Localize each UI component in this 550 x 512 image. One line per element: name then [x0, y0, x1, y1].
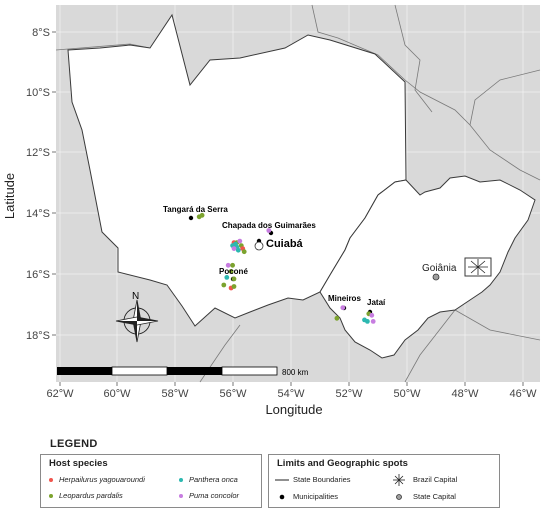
north-label: N	[132, 291, 139, 302]
state-capital-marker	[432, 273, 440, 281]
lat-tick-label: 18°S	[26, 330, 50, 342]
tick-marks	[52, 31, 524, 386]
legend-limit-label: State Capital	[413, 492, 456, 501]
occurrence-point	[235, 247, 241, 253]
lon-tick-label: 52°W	[335, 388, 363, 400]
species-label: Leopardus pardalis	[59, 491, 123, 500]
place-label-cuiaba: Cuiabá	[266, 238, 304, 250]
occurrence-point	[228, 269, 234, 274]
legend-title: LEGEND	[50, 438, 98, 450]
legend-host-species-header: Host species	[49, 458, 108, 469]
municipality-dot-icon	[279, 494, 285, 500]
brazil-capital-star-icon	[468, 259, 488, 275]
occurrence-point	[230, 262, 236, 268]
occurrence-point	[365, 319, 370, 324]
x-axis-title: Longitude	[265, 402, 322, 417]
scale-bar-label: 800 km	[282, 368, 309, 377]
lon-tick-label: 46°W	[509, 388, 537, 400]
y-axis-title: Latitude	[2, 173, 17, 219]
species-color-dot	[179, 494, 183, 499]
occurrence-point	[224, 275, 230, 280]
occurrence-point	[241, 249, 247, 255]
species-label: Panthera onca	[189, 475, 238, 484]
lat-tick-label: 16°S	[26, 269, 50, 281]
lat-tick-label: 8°S	[32, 27, 50, 39]
place-label-chapada-dos-guimaraes: Chapada dos Guimarães	[222, 221, 316, 230]
lon-tick-label: 58°W	[161, 388, 189, 400]
lon-tick-label: 48°W	[451, 388, 479, 400]
occurrence-point	[369, 312, 375, 318]
longitude-tick-labels: 62°W 60°W 58°W 56°W 54°W 52°W 50°W 48°W …	[46, 388, 537, 400]
legend-species-item: Puma concolor	[179, 491, 239, 500]
scale-bar	[57, 366, 278, 376]
legend-species-item: Herpailurus yagouaroundi	[49, 475, 145, 484]
occurrence-point	[225, 262, 231, 268]
lon-tick-label: 56°W	[219, 388, 247, 400]
legend-species-item: Leopardus pardalis	[49, 491, 123, 500]
lon-tick-label: 54°W	[277, 388, 305, 400]
legend-limit-label: State Boundaries	[293, 475, 351, 484]
species-color-dot	[179, 478, 183, 483]
place-label-tangara-da-serra: Tangará da Serra	[163, 205, 228, 214]
legend-symbols	[275, 474, 405, 500]
species-label: Herpailurus yagouaroundi	[59, 475, 145, 484]
lon-tick-label: 50°W	[393, 388, 421, 400]
occurrence-point	[340, 305, 346, 311]
place-label-mineiros: Mineiros	[328, 294, 361, 303]
state-capital-dot-icon	[396, 494, 402, 500]
species-color-dot	[49, 494, 53, 499]
legend-limits: Limits and Geographic spots State Bounda…	[268, 454, 500, 508]
lon-tick-label: 62°W	[46, 388, 74, 400]
place-label-goiania: Goiânia	[422, 263, 457, 274]
brazil-capital-star-icon	[393, 474, 405, 486]
occurrence-point	[231, 276, 237, 282]
lon-tick-label: 60°W	[103, 388, 131, 400]
occurrence-points	[196, 212, 376, 324]
legend-limits-header: Limits and Geographic spots	[277, 458, 408, 469]
occurrence-point	[237, 238, 243, 244]
species-color-dot	[49, 478, 53, 483]
lat-tick-label: 14°S	[26, 208, 50, 220]
occurrence-point	[221, 282, 227, 288]
occurrence-point	[266, 228, 272, 233]
state-mato-grosso	[67, 13, 407, 327]
occurrence-point	[231, 284, 237, 289]
north-arrow-icon	[115, 299, 159, 343]
occurrence-point	[231, 246, 237, 252]
legend-host-species: Host species Herpailurus yagouaroundi Le…	[40, 454, 262, 508]
legend-species-item: Panthera onca	[179, 475, 238, 484]
occurrence-point	[199, 212, 205, 218]
place-label-pocone: Poconé	[219, 267, 248, 276]
species-label: Puma concolor	[189, 491, 240, 500]
occurrence-point	[370, 319, 376, 324]
legend-limit-label: Municipalities	[293, 492, 339, 501]
lat-tick-label: 10°S	[26, 87, 50, 99]
place-label-jatai: Jataí	[367, 298, 386, 307]
cuiaba-capital-marker	[254, 241, 264, 251]
legend-limit-label: Brazil Capital	[413, 475, 458, 484]
latitude-tick-labels: 8°S 10°S 12°S 14°S 16°S 18°S	[26, 27, 50, 342]
occurrence-point	[334, 315, 340, 321]
state-goias	[319, 175, 536, 359]
lat-tick-label: 12°S	[26, 147, 50, 159]
